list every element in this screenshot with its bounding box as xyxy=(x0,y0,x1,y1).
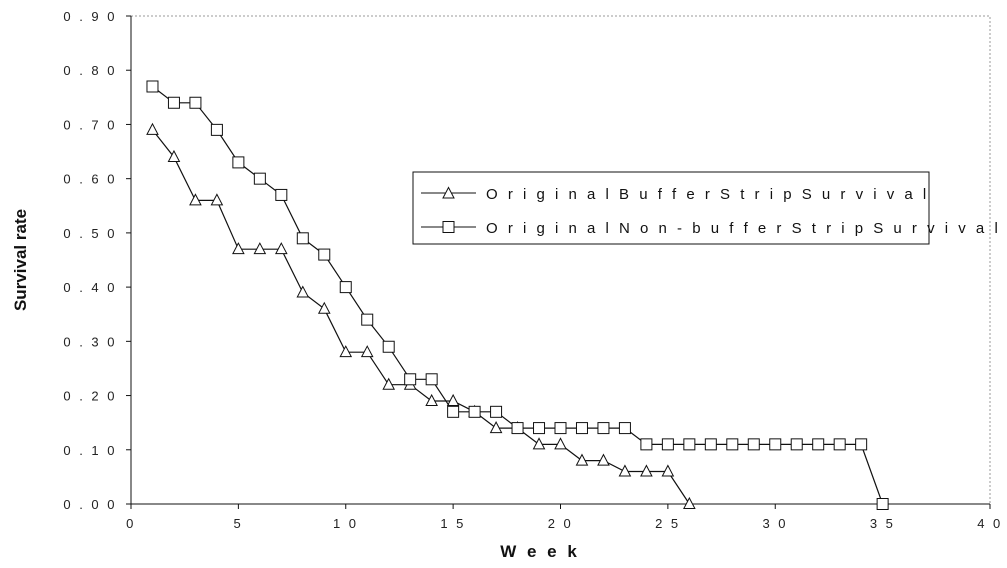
y-axis-ticks: 0 . 0 0 0 . 1 0 0 . 2 0 0 . 3 0 0 . 4 0 0 . 5… xyxy=(63,9,131,512)
x-tick-label: 2 0 xyxy=(548,516,574,531)
data-point-square xyxy=(747,438,760,451)
data-point-square xyxy=(683,438,696,451)
legend-label-nonbuffer: O r i g i n a l N o n - b u f f e r S t … xyxy=(486,220,1001,237)
data-point-triangle xyxy=(683,496,696,509)
data-point-square xyxy=(533,422,546,435)
legend-label-buffer: O r i g i n a l B u f f e r S t r i p S … xyxy=(486,186,929,203)
x-axis-ticks: 0 5 1 0 1 5 2 0 2 5 3 0 3 5 4 0 xyxy=(126,504,1003,531)
x-tick-label: 0 xyxy=(126,516,136,531)
data-point-square xyxy=(726,438,739,451)
data-point-triangle xyxy=(425,393,438,406)
x-tick-label: 5 xyxy=(234,516,244,531)
y-tick-label: 0 . 2 0 xyxy=(63,389,117,404)
data-point-square xyxy=(210,123,223,136)
data-point-triangle xyxy=(339,345,353,358)
y-axis-title: Survival rate xyxy=(11,209,30,311)
data-point-square xyxy=(575,422,588,435)
data-point-triangle xyxy=(575,453,589,466)
data-point-square xyxy=(404,373,417,386)
data-point-square xyxy=(232,156,245,169)
series-triangle xyxy=(146,122,696,509)
y-tick-label: 0 . 4 0 xyxy=(63,280,117,295)
data-point-square xyxy=(833,438,846,451)
data-point-square xyxy=(618,422,631,435)
data-point-square xyxy=(447,405,460,418)
data-point-square xyxy=(275,188,288,201)
data-point-square xyxy=(490,405,503,418)
legend: O r i g i n a l B u f f e r S t r i p S … xyxy=(412,171,1001,245)
data-point-triangle xyxy=(167,149,181,162)
data-point-square xyxy=(876,498,889,510)
data-point-square xyxy=(790,438,803,451)
data-point-square xyxy=(511,422,524,435)
y-tick-label: 0 . 9 0 xyxy=(63,9,117,24)
data-point-triangle xyxy=(232,242,245,255)
data-point-square xyxy=(146,80,159,93)
data-point-triangle xyxy=(532,437,546,450)
x-axis-title: W e e k xyxy=(500,542,580,561)
data-point-square xyxy=(189,96,202,109)
data-point-square xyxy=(704,438,717,451)
data-point-triangle xyxy=(446,393,460,406)
data-point-square xyxy=(640,438,653,451)
data-point-triangle xyxy=(317,301,331,314)
data-point-triangle xyxy=(489,421,503,434)
data-point-triangle xyxy=(274,242,288,255)
data-point-triangle xyxy=(382,377,396,390)
y-tick-label: 0 . 5 0 xyxy=(63,226,117,241)
x-tick-label: 1 0 xyxy=(333,516,359,531)
y-tick-label: 0 . 8 0 xyxy=(63,63,117,78)
y-tick-label: 0 . 0 0 xyxy=(63,497,117,512)
data-point-triangle xyxy=(296,285,310,298)
data-point-square xyxy=(769,438,782,451)
data-point-square xyxy=(855,438,868,451)
data-point-triangle xyxy=(554,437,567,450)
data-point-triangle xyxy=(253,242,267,255)
data-point-square xyxy=(382,340,395,353)
data-point-triangle xyxy=(597,453,610,466)
data-point-square xyxy=(661,438,674,451)
x-tick-label: 1 5 xyxy=(440,516,466,531)
legend-box xyxy=(412,171,930,245)
data-point-triangle xyxy=(618,464,632,477)
x-tick-label: 3 0 xyxy=(762,516,788,531)
data-point-square xyxy=(468,405,481,418)
data-point-square xyxy=(597,422,610,435)
data-point-triangle xyxy=(640,464,653,477)
series-layer xyxy=(146,80,889,510)
data-point-square xyxy=(296,232,309,245)
x-tick-label: 3 5 xyxy=(870,516,896,531)
data-point-square xyxy=(318,248,331,261)
y-tick-label: 0 . 3 0 xyxy=(63,334,117,349)
data-point-square xyxy=(253,172,266,185)
legend-marker-triangle xyxy=(442,186,455,199)
x-tick-label: 4 0 xyxy=(977,516,1003,531)
legend-marker-square xyxy=(442,221,455,233)
x-tick-label: 2 5 xyxy=(655,516,681,531)
data-point-triangle xyxy=(210,193,224,206)
y-tick-label: 0 . 7 0 xyxy=(63,117,117,132)
y-tick-label: 0 . 6 0 xyxy=(63,172,117,187)
data-point-square xyxy=(425,373,438,386)
data-point-square xyxy=(812,438,825,451)
series-square xyxy=(146,80,889,510)
data-point-triangle xyxy=(360,345,374,358)
data-point-square xyxy=(554,422,567,435)
data-point-square xyxy=(361,313,374,326)
data-point-square xyxy=(167,96,180,109)
data-point-triangle xyxy=(146,122,159,135)
y-tick-label: 0 . 1 0 xyxy=(63,443,117,458)
data-point-square xyxy=(339,281,352,294)
data-point-triangle xyxy=(189,193,202,206)
data-point-triangle xyxy=(661,464,675,477)
